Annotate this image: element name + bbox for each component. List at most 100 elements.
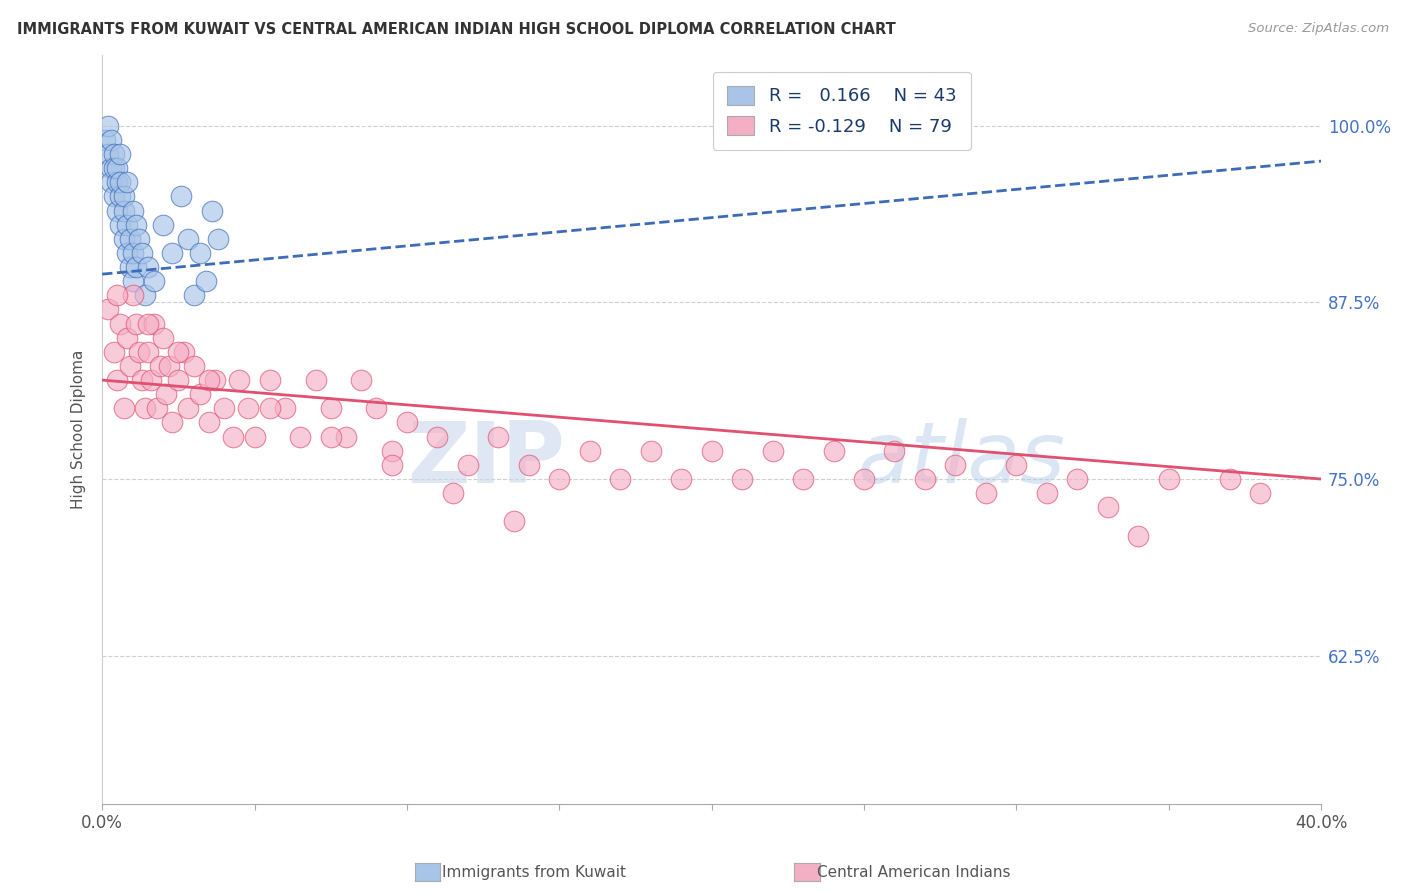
Point xyxy=(700,443,723,458)
Point xyxy=(1157,472,1180,486)
Point xyxy=(609,472,631,486)
Point xyxy=(110,175,132,189)
Point xyxy=(198,416,221,430)
Point xyxy=(152,218,174,232)
Point xyxy=(121,274,143,288)
Point xyxy=(578,443,600,458)
Point xyxy=(883,443,905,458)
Point xyxy=(381,458,404,472)
Point xyxy=(274,401,297,416)
Point xyxy=(176,232,198,246)
Point xyxy=(162,246,184,260)
Point xyxy=(128,232,150,246)
Point xyxy=(207,232,229,246)
Point xyxy=(381,443,404,458)
Point xyxy=(107,373,129,387)
Point xyxy=(115,331,138,345)
Y-axis label: High School Diploma: High School Diploma xyxy=(72,350,86,509)
Point xyxy=(107,203,129,218)
Point xyxy=(1219,472,1241,486)
Point xyxy=(198,373,221,387)
Point xyxy=(107,175,129,189)
Point xyxy=(304,373,326,387)
Point xyxy=(426,429,449,443)
Point xyxy=(204,373,226,387)
Point xyxy=(110,189,132,203)
Point xyxy=(669,472,692,486)
Point xyxy=(112,232,135,246)
Point xyxy=(134,401,156,416)
Point xyxy=(319,429,342,443)
Point xyxy=(115,175,138,189)
Point xyxy=(823,443,845,458)
Point xyxy=(188,387,211,401)
Point xyxy=(97,119,120,133)
Point xyxy=(118,232,141,246)
Text: IMMIGRANTS FROM KUWAIT VS CENTRAL AMERICAN INDIAN HIGH SCHOOL DIPLOMA CORRELATIO: IMMIGRANTS FROM KUWAIT VS CENTRAL AMERIC… xyxy=(17,22,896,37)
Point xyxy=(103,344,125,359)
Point xyxy=(167,373,190,387)
Point xyxy=(1249,486,1271,500)
Point xyxy=(143,274,166,288)
Point xyxy=(112,189,135,203)
Point xyxy=(238,401,260,416)
Point xyxy=(176,401,198,416)
Point xyxy=(146,401,169,416)
Point xyxy=(125,317,148,331)
Point xyxy=(761,443,783,458)
Point xyxy=(136,317,159,331)
Point xyxy=(139,373,162,387)
Point xyxy=(107,288,129,302)
Point xyxy=(136,344,159,359)
Point xyxy=(94,133,117,147)
Text: Source: ZipAtlas.com: Source: ZipAtlas.com xyxy=(1249,22,1389,36)
Point xyxy=(118,260,141,274)
Point xyxy=(974,486,997,500)
Point xyxy=(792,472,814,486)
Point xyxy=(183,359,205,373)
Point xyxy=(152,331,174,345)
Point xyxy=(155,387,177,401)
Point xyxy=(319,401,342,416)
Point xyxy=(149,359,172,373)
Point xyxy=(134,288,156,302)
Point xyxy=(486,429,509,443)
Point xyxy=(128,344,150,359)
Text: Immigrants from Kuwait: Immigrants from Kuwait xyxy=(443,865,626,880)
Point xyxy=(335,429,357,443)
Text: atlas: atlas xyxy=(858,418,1066,501)
Point xyxy=(97,302,120,317)
Point xyxy=(259,401,281,416)
Point xyxy=(1005,458,1028,472)
Point xyxy=(222,429,245,443)
Point xyxy=(110,147,132,161)
Point xyxy=(107,161,129,176)
Point xyxy=(640,443,662,458)
Point xyxy=(118,359,141,373)
Point xyxy=(115,218,138,232)
Point xyxy=(100,175,122,189)
Point xyxy=(110,218,132,232)
Point xyxy=(731,472,754,486)
Point xyxy=(853,472,876,486)
Point xyxy=(1097,500,1119,515)
Point xyxy=(194,274,217,288)
Point xyxy=(228,373,250,387)
Point xyxy=(131,246,153,260)
Point xyxy=(945,458,967,472)
Point xyxy=(517,458,540,472)
Point xyxy=(121,203,143,218)
Point xyxy=(167,344,190,359)
Point xyxy=(201,203,224,218)
Text: ZIP: ZIP xyxy=(408,418,565,501)
Point xyxy=(441,486,464,500)
Point xyxy=(243,429,266,443)
Point xyxy=(125,218,148,232)
Point xyxy=(188,246,211,260)
Point xyxy=(157,359,180,373)
Point xyxy=(100,161,122,176)
Point xyxy=(350,373,373,387)
Point xyxy=(1128,528,1150,542)
Point xyxy=(366,401,388,416)
Point xyxy=(143,317,166,331)
